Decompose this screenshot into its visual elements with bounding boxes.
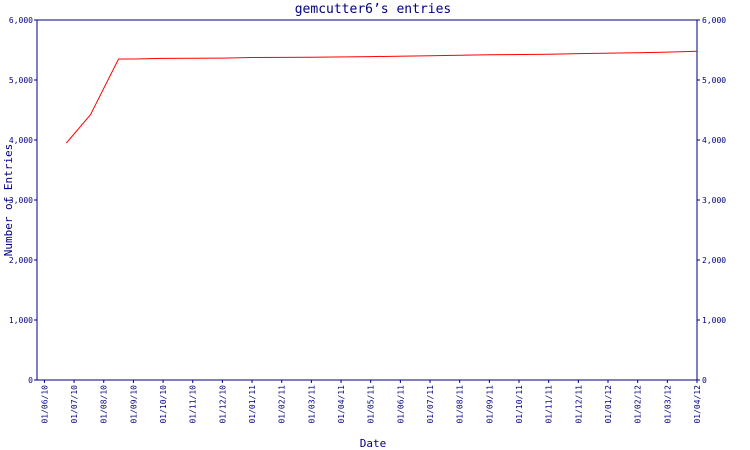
- x-axis-label: Date: [360, 437, 387, 450]
- y2-tick-label: 6,000: [702, 16, 726, 25]
- x-tick-label: 01/11/11: [545, 385, 554, 424]
- x-tick-label: 01/01/12: [604, 385, 613, 424]
- x-tick-label: 01/10/11: [515, 385, 524, 424]
- x-tick-label: 01/11/10: [189, 385, 198, 424]
- x-tick-label: 01/09/11: [485, 385, 494, 424]
- x-tick-label: 01/07/11: [426, 385, 435, 424]
- y2-tick-label: 4,000: [702, 136, 726, 145]
- x-tick-label: 01/01/11: [248, 385, 257, 424]
- y2-tick-label: 2,000: [702, 256, 726, 265]
- x-tick-label: 01/04/12: [693, 385, 702, 424]
- chart-title: gemcutter6’s entries: [295, 2, 452, 17]
- y-tick-label: 4,000: [9, 136, 33, 145]
- data-line: [65, 50, 698, 144]
- x-tick-label: 01/04/11: [337, 385, 346, 424]
- y-axis-label: Number of Entries: [2, 144, 15, 257]
- x-tick-label: 01/08/10: [100, 385, 109, 424]
- x-tick-label: 01/12/10: [218, 385, 227, 424]
- y2-tick-label: 3,000: [702, 196, 726, 205]
- x-tick-label: 01/12/11: [574, 385, 583, 424]
- y-tick-label: 2,000: [9, 256, 33, 265]
- x-tick-label: 01/09/10: [129, 385, 138, 424]
- y-tick-label: 0: [28, 376, 33, 385]
- x-tick-label: 01/08/11: [456, 385, 465, 424]
- x-tick-label: 01/02/11: [278, 385, 287, 424]
- x-tick-label: 01/05/11: [367, 385, 376, 424]
- x-tick-label: 01/10/10: [159, 385, 168, 424]
- x-tick-label: 01/02/12: [634, 385, 643, 424]
- y2-tick-label: 0: [702, 376, 707, 385]
- y-tick-label: 6,000: [9, 16, 33, 25]
- x-tick-label: 01/03/12: [663, 385, 672, 424]
- y-tick-label: 1,000: [9, 316, 33, 325]
- y2-tick-label: 5,000: [702, 76, 726, 85]
- plot-frame: [36, 19, 698, 381]
- x-tick-label: 01/06/11: [396, 385, 405, 424]
- y2-tick-label: 1,000: [702, 316, 726, 325]
- x-tick-label: 01/06/10: [40, 385, 49, 424]
- y-tick-label: 3,000: [9, 196, 33, 205]
- x-tick-label: 01/07/10: [70, 385, 79, 424]
- x-tick-label: 01/03/11: [307, 385, 316, 424]
- y-tick-label: 5,000: [9, 76, 33, 85]
